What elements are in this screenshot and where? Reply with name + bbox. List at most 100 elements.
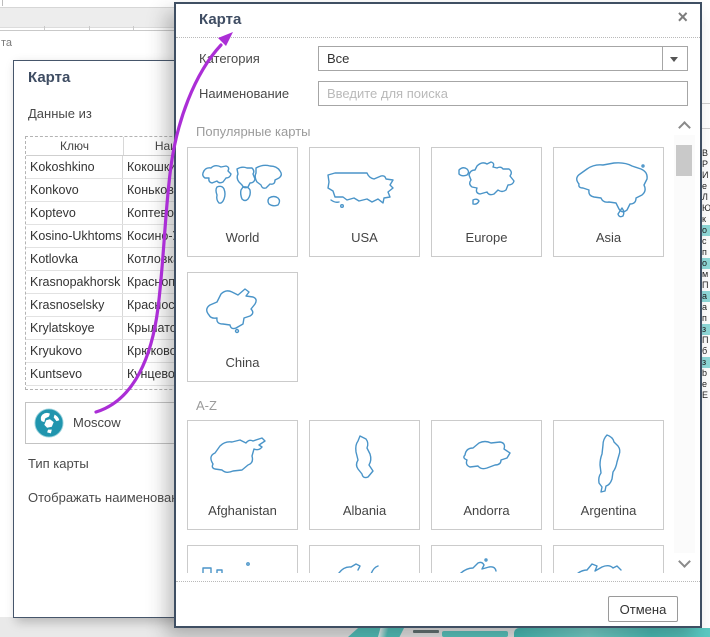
map-outline-icon bbox=[576, 162, 648, 218]
row-key: Krasnopakhorsk bbox=[26, 271, 123, 293]
scrollbar[interactable] bbox=[674, 115, 695, 573]
selected-map-label: Moscow bbox=[73, 415, 121, 430]
map-tile-label: China bbox=[225, 355, 260, 370]
map-outline-icon bbox=[355, 435, 374, 479]
map-tile[interactable]: Afghanistan bbox=[187, 420, 298, 530]
name-label: Наименование bbox=[199, 86, 290, 101]
map-tile[interactable] bbox=[187, 545, 298, 573]
chevron-up-icon bbox=[678, 121, 691, 134]
map-picker-dialog: Карта × Категория Все Наименование Попул… bbox=[174, 2, 702, 628]
map-tile[interactable] bbox=[431, 545, 542, 573]
map-list-scroll-area: Популярные карты World USA E bbox=[176, 115, 700, 573]
row-key: Kurkino bbox=[26, 386, 123, 389]
scrollbar-thumb[interactable] bbox=[676, 145, 692, 176]
clipped-text-fragment: e bbox=[702, 379, 708, 389]
clipped-text-fragment: Л bbox=[702, 192, 708, 202]
map-outline-icon bbox=[210, 437, 266, 473]
map-tile-label: World bbox=[225, 230, 260, 245]
map-outline-icon bbox=[338, 563, 379, 573]
clipped-text-fragment: п bbox=[702, 313, 707, 323]
map-tile-label: Europe bbox=[465, 230, 508, 245]
clipped-text-fragment: Р bbox=[702, 159, 709, 169]
background-text-fragment: та bbox=[1, 37, 13, 49]
row-key: Krylatskoye bbox=[26, 317, 123, 339]
partial-maps-row bbox=[187, 545, 687, 573]
clipped-text-fragment: з bbox=[702, 324, 710, 335]
map-tile[interactable]: Argentina bbox=[553, 420, 664, 530]
background-clipped-panel: В Р И е Л Ю к о с п о м bbox=[702, 0, 710, 628]
map-tile-label: Afghanistan bbox=[208, 503, 277, 518]
map-outline-icon bbox=[202, 164, 282, 207]
row-key: Kryukovo bbox=[26, 340, 123, 362]
background-tick bbox=[89, 26, 90, 30]
category-label: Категория bbox=[199, 51, 260, 66]
map-tile[interactable]: China bbox=[187, 272, 298, 382]
cancel-button[interactable]: Отмена bbox=[608, 596, 678, 622]
clipped-text-fragment: П bbox=[702, 280, 709, 290]
map-tile[interactable]: Albania bbox=[309, 420, 420, 530]
popular-section-label: Популярные карты bbox=[196, 124, 311, 139]
map-outline-icon bbox=[327, 172, 394, 209]
divider bbox=[702, 103, 710, 104]
search-input[interactable] bbox=[318, 81, 688, 106]
az-maps-grid: Afghanistan Albania Andorra Arge bbox=[187, 420, 687, 530]
dropdown-button[interactable] bbox=[662, 47, 687, 70]
map-tile-label: Argentina bbox=[580, 503, 637, 518]
clipped-text-fragment: И bbox=[702, 170, 709, 180]
background-desktop bbox=[0, 617, 176, 637]
map-tile-label: Andorra bbox=[463, 503, 510, 518]
map-tile[interactable]: USA bbox=[309, 147, 420, 257]
clipped-text-fragment: б bbox=[702, 346, 708, 356]
map-tile[interactable]: Asia bbox=[553, 147, 664, 257]
background-tick bbox=[44, 26, 45, 30]
popular-maps-grid: World USA Europe Asia bbox=[187, 147, 687, 382]
map-preview-fragment bbox=[442, 631, 508, 637]
map-tile[interactable] bbox=[553, 545, 664, 573]
row-key: Krasnoselsky bbox=[26, 294, 123, 316]
map-outline-icon bbox=[202, 562, 250, 573]
chevron-down-icon bbox=[678, 555, 691, 568]
clipped-text-fragment: В bbox=[702, 148, 709, 158]
scroll-down-button[interactable] bbox=[674, 553, 695, 573]
scroll-up-button[interactable] bbox=[674, 115, 695, 135]
close-icon[interactable]: × bbox=[677, 7, 688, 27]
background-table-edge bbox=[0, 30, 176, 31]
clipped-text-fragment: з bbox=[702, 357, 710, 368]
divider bbox=[702, 128, 710, 129]
column-header-key[interactable]: Ключ bbox=[26, 137, 124, 155]
display-name-label: Отображать наименовани bbox=[28, 490, 186, 505]
map-tile-label: USA bbox=[351, 230, 378, 245]
background-toolbar bbox=[0, 7, 176, 28]
background-divider bbox=[2, 0, 3, 6]
row-key: Kokoshkino bbox=[26, 156, 123, 178]
clipped-text-column: В Р И е Л Ю к о с п о м bbox=[702, 148, 710, 401]
az-section-label: A-Z bbox=[196, 398, 217, 413]
clipped-text-fragment: о bbox=[702, 225, 710, 236]
map-preview-label-smudge bbox=[413, 630, 439, 633]
map-outline-icon bbox=[206, 288, 257, 334]
clipped-text-fragment: b bbox=[702, 368, 708, 378]
map-preview-fragment bbox=[348, 628, 404, 637]
map-outline-icon bbox=[459, 558, 497, 573]
category-value: Все bbox=[327, 51, 350, 66]
divider bbox=[176, 37, 700, 38]
map-tile[interactable]: World bbox=[187, 147, 298, 257]
category-select[interactable]: Все bbox=[318, 46, 688, 71]
background-tick bbox=[133, 26, 134, 30]
map-outline-icon bbox=[598, 434, 621, 493]
map-tile[interactable]: Europe bbox=[431, 147, 542, 257]
row-key: Kosino-Ukhtoms bbox=[26, 225, 123, 247]
globe-icon bbox=[34, 408, 64, 438]
clipped-text-fragment: П bbox=[702, 335, 709, 345]
map-outline-icon bbox=[463, 440, 511, 470]
row-key: Koptevo bbox=[26, 202, 123, 224]
map-tile[interactable] bbox=[309, 545, 420, 573]
map-outline-icon bbox=[458, 161, 515, 205]
clipped-text-fragment: м bbox=[702, 269, 709, 279]
clipped-text-fragment: Ю bbox=[702, 203, 710, 213]
clipped-text-fragment: а bbox=[702, 291, 710, 302]
map-tile[interactable]: Andorra bbox=[431, 420, 542, 530]
divider bbox=[176, 581, 700, 582]
chevron-down-icon bbox=[670, 57, 678, 66]
